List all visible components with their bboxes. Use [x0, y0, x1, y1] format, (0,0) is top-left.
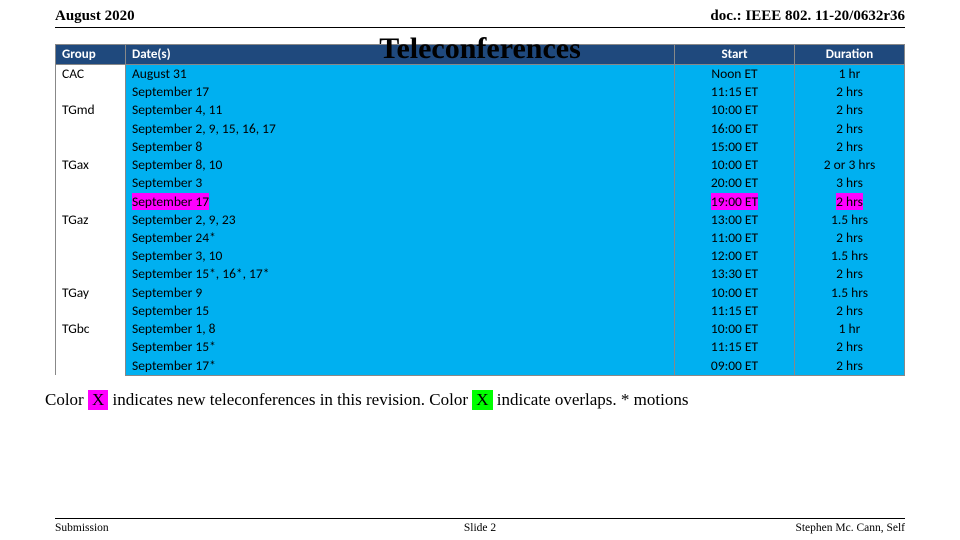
cell-start: 11:00 ET — [675, 229, 795, 247]
cell-duration: 1 hr — [795, 65, 905, 84]
cell-start: 20:00 ET — [675, 174, 795, 192]
cell-group: TGax — [56, 156, 126, 211]
cell-duration: 1.5 hrs — [795, 284, 905, 302]
col-duration: Duration — [795, 45, 905, 65]
cell-duration: 1 hr — [795, 320, 905, 338]
table-row: September 17*09:00 ET2 hrs — [56, 357, 905, 376]
table-row: TGaxSeptember 8, 1010:00 ET2 or 3 hrs — [56, 156, 905, 174]
cell-date: September 15*, 16*, 17* — [126, 265, 675, 283]
cell-start: 13:30 ET — [675, 265, 795, 283]
cell-date: September 15* — [126, 338, 675, 356]
cell-duration: 2 or 3 hrs — [795, 156, 905, 174]
cell-start: 10:00 ET — [675, 156, 795, 174]
cell-date: September 1, 8 — [126, 320, 675, 338]
cell-start: Noon ET — [675, 65, 795, 84]
cell-start: 16:00 ET — [675, 120, 795, 138]
table-row: September 15*11:15 ET2 hrs — [56, 338, 905, 356]
cell-group: TGbc — [56, 320, 126, 375]
cell-date: September 24* — [126, 229, 675, 247]
col-group: Group — [56, 45, 126, 65]
table-row: September 1719:00 ET2 hrs — [56, 193, 905, 211]
footer-author: Stephen Mc. Cann, Self — [795, 522, 905, 534]
cell-duration: 2 hrs — [795, 120, 905, 138]
cell-duration: 2 hrs — [795, 83, 905, 101]
legend-magenta: X — [88, 390, 108, 410]
caption-text: Color X indicates new teleconferences in… — [45, 390, 915, 410]
cell-date: September 3 — [126, 174, 675, 192]
cell-date: September 17 — [126, 83, 675, 101]
cell-date: September 2, 9, 15, 16, 17 — [126, 120, 675, 138]
cell-date: September 3, 10 — [126, 247, 675, 265]
cell-duration: 3 hrs — [795, 174, 905, 192]
cell-duration: 1.5 hrs — [795, 247, 905, 265]
cell-start: 12:00 ET — [675, 247, 795, 265]
cell-start: 09:00 ET — [675, 357, 795, 376]
cell-duration: 2 hrs — [795, 338, 905, 356]
cell-start: 11:15 ET — [675, 302, 795, 320]
table-row: TGaySeptember 910:00 ET1.5 hrs — [56, 284, 905, 302]
table-row: September 15*, 16*, 17*13:30 ET2 hrs — [56, 265, 905, 283]
cell-duration: 2 hrs — [795, 357, 905, 376]
cell-duration: 2 hrs — [795, 193, 905, 211]
footer-left: Submission — [55, 522, 109, 534]
cell-start: 10:00 ET — [675, 284, 795, 302]
cell-duration: 2 hrs — [795, 138, 905, 156]
cell-date: September 15 — [126, 302, 675, 320]
cell-group: TGmd — [56, 101, 126, 156]
header-doc: doc.: IEEE 802. 11-20/0632r36 — [710, 8, 905, 25]
cell-duration: 2 hrs — [795, 265, 905, 283]
table-row: TGbcSeptember 1, 810:00 ET1 hr — [56, 320, 905, 338]
header-date: August 2020 — [55, 8, 135, 25]
table-row: September 320:00 ET3 hrs — [56, 174, 905, 192]
cell-group: TGaz — [56, 211, 126, 284]
cell-group: TGay — [56, 284, 126, 320]
table-row: September 24*11:00 ET2 hrs — [56, 229, 905, 247]
cell-start: 11:15 ET — [675, 338, 795, 356]
cell-group: CAC — [56, 65, 126, 102]
table-row: September 3, 1012:00 ET1.5 hrs — [56, 247, 905, 265]
cell-duration: 2 hrs — [795, 302, 905, 320]
table-row: CACAugust 31Noon ET1 hr — [56, 65, 905, 84]
cell-start: 10:00 ET — [675, 320, 795, 338]
cell-duration: 2 hrs — [795, 101, 905, 119]
cell-date: September 8, 10 — [126, 156, 675, 174]
table-row: TGazSeptember 2, 9, 2313:00 ET1.5 hrs — [56, 211, 905, 229]
cell-date: September 8 — [126, 138, 675, 156]
teleconference-table: Group Date(s) Start Duration CACAugust 3… — [55, 44, 905, 376]
cell-date: September 17* — [126, 357, 675, 376]
cell-start: 15:00 ET — [675, 138, 795, 156]
cell-date: September 9 — [126, 284, 675, 302]
header-bar: August 2020 doc.: IEEE 802. 11-20/0632r3… — [55, 0, 905, 28]
cell-start: 11:15 ET — [675, 83, 795, 101]
cell-date: September 17 — [126, 193, 675, 211]
cell-start: 10:00 ET — [675, 101, 795, 119]
cell-duration: 1.5 hrs — [795, 211, 905, 229]
footer-slide: Slide 2 — [464, 522, 496, 534]
cell-duration: 2 hrs — [795, 229, 905, 247]
cell-start: 13:00 ET — [675, 211, 795, 229]
legend-green: X — [472, 390, 492, 410]
table-row: September 1511:15 ET2 hrs — [56, 302, 905, 320]
table-row: September 1711:15 ET2 hrs — [56, 83, 905, 101]
cell-date: September 4, 11 — [126, 101, 675, 119]
table-container: Group Date(s) Start Duration CACAugust 3… — [55, 44, 905, 376]
cell-date: August 31 — [126, 65, 675, 84]
footer-bar: Submission Slide 2 Stephen Mc. Cann, Sel… — [55, 518, 905, 534]
col-start: Start — [675, 45, 795, 65]
table-row: September 2, 9, 15, 16, 1716:00 ET2 hrs — [56, 120, 905, 138]
table-row: September 815:00 ET2 hrs — [56, 138, 905, 156]
table-row: TGmdSeptember 4, 1110:00 ET2 hrs — [56, 101, 905, 119]
cell-date: September 2, 9, 23 — [126, 211, 675, 229]
cell-start: 19:00 ET — [675, 193, 795, 211]
